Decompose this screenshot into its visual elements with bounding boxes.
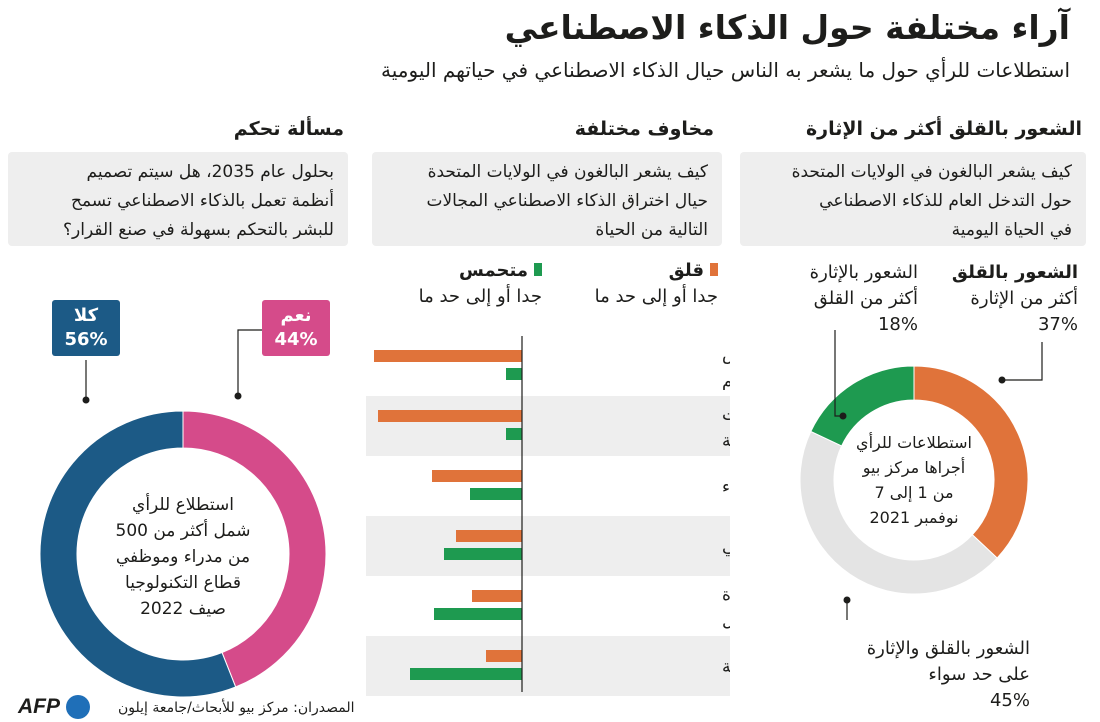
anxiety-center-line: من 1 إلى 7 (874, 483, 953, 503)
donut-slice-both (799, 430, 998, 595)
donut-slice-excited (810, 365, 915, 447)
fears-section-heading: مخاوف مختلفة (574, 118, 714, 140)
control-center-line: قطاع التكنولوجيا (125, 573, 241, 593)
bar-enthusiastic (470, 488, 522, 500)
legend-enthusiastic-title: متحمس (419, 258, 542, 284)
yes-leader-dot (234, 392, 242, 400)
fears-question-line: كيف يشعر البالغون في الولايات المتحدة (427, 162, 708, 182)
bar-worried (456, 530, 522, 542)
both-label-sub: على حد سواء (928, 664, 1030, 685)
bar-row-background (366, 516, 730, 576)
control-section-heading: مسألة تحكم (233, 118, 344, 140)
excited-label-sub: أكثر من القلق (813, 288, 918, 309)
control-question-line: للبشر بالتحكم بسهولة في صنع القرار؟ (63, 220, 334, 240)
anxious-leader-dot (998, 376, 1006, 384)
anxious-label: الشعور بالقلق أكثر من الإثارة 37% (952, 260, 1078, 338)
legend-worried-name: قلق (668, 260, 704, 281)
bar-category-label: في أماكن العمل (722, 609, 730, 631)
bar-worried (486, 650, 522, 662)
anxious-label-value: 37% (1037, 314, 1078, 335)
bar-category-label: معرفة أفكار الناس (722, 343, 730, 365)
bar-enthusiastic (434, 608, 522, 620)
afp-logo: AFP (18, 694, 90, 720)
anxiety-center-line: نوفمبر 2021 (869, 508, 958, 528)
anxiety-center-line: استطلاعات للرأي (856, 432, 972, 453)
anxious-label-sub: أكثر من الإثارة (970, 288, 1078, 309)
control-center-line: من مدراء وموظفي (116, 547, 250, 567)
anxious-label-title: الشعور بالقلق (951, 262, 1078, 283)
fears-question-box: كيف يشعر البالغون في الولايات المتحدة حي… (372, 152, 722, 246)
legend-worried-title: قلق (595, 258, 718, 284)
source-note: المصدران: مركز بيو للأبحاث/جامعة إيلون (118, 700, 355, 716)
no-badge-value: 56% (64, 329, 108, 350)
anxiety-question-box: كيف يشعر البالغون في الولايات المتحدة حو… (740, 152, 1086, 246)
donut-slice-anxious (913, 365, 1029, 559)
bar-row-background (366, 636, 730, 696)
bar-category-label: القيام بالمهام المتكررة (722, 585, 730, 605)
legend-enthusiastic-sub: جدا أو إلى حد ما (418, 286, 542, 307)
both-label-title: الشعور بالقلق والإثارة (866, 638, 1030, 659)
bar-worried (378, 410, 522, 422)
no-badge: كلا 56% (52, 300, 120, 356)
fears-question-line: حيال اختراق الذكاء الاصطناعي المجالات (426, 191, 708, 211)
excited-label: الشعور بالإثارة أكثر من القلق 18% (810, 260, 918, 338)
control-donut-chart: استطلاع للرأي شمل أكثر من 500 من مدراء و… (40, 329, 327, 698)
donut-slice-no (40, 410, 237, 698)
bar-category-label: حياتية مهمة (722, 431, 730, 451)
fears-bar-chart: معرفة أفكار الناس وسلوكياتهم اتخاذ قرارات ح… (366, 336, 730, 696)
legend-enthusiastic: متحمس جدا أو إلى حد ما (419, 258, 542, 310)
afp-logo-circle-icon (66, 695, 90, 719)
control-center-line: استطلاع للرأي (132, 493, 234, 515)
yes-leader-line (237, 329, 262, 396)
excited-label-title: الشعور بالإثارة (809, 262, 918, 283)
both-leader-dot (843, 596, 851, 604)
control-question-line: أنظمة تعمل بالذكاء الاصطناعي تسمح (71, 191, 334, 211)
both-label-value: 45% (989, 690, 1030, 711)
bar-worried (432, 470, 522, 482)
fears-question-line: التالية من الحياة (595, 220, 708, 240)
page-subtitle: استطلاعات للرأي حول ما يشعر به الناس حيا… (381, 58, 1070, 82)
bar-category-label: القيام بالأعمال المنزلية (722, 656, 730, 677)
bar-category-label: وسلوكياتهم (722, 371, 730, 391)
no-badge-label: كلا (73, 305, 99, 326)
anxiety-donut-chart: استطلاعات للرأي أجراها مركز بيو من 1 إلى… (799, 330, 1043, 620)
anxiety-question-line: كيف يشعر البالغون في الولايات المتحدة (791, 162, 1072, 182)
anxiety-center-line: أجراها مركز بيو (862, 457, 965, 478)
page-title: آراء مختلفة حول الذكاء الاصطناعي (504, 8, 1070, 47)
control-question-line: بحلول عام 2035، هل سيتم تصميم (86, 162, 335, 182)
anxiety-section-heading: الشعور بالقلق أكثر من الإثارة (805, 118, 1082, 140)
anxiety-question-line: حول التدخل العام للذكاء الاصطناعي (819, 191, 1072, 211)
legend-enthusiastic-swatch (534, 263, 542, 276)
yes-badge-label: نعم (280, 305, 312, 326)
no-leader-dot (82, 396, 90, 404)
legend-worried-sub: جدا أو إلى حد ما (594, 286, 718, 307)
bar-enthusiastic (444, 548, 522, 560)
excited-label-value: 18% (877, 314, 918, 335)
anxiety-question-line: في الحياة اليومية (951, 220, 1072, 240)
bar-category-label: اتخاذ قرارات (722, 405, 730, 425)
control-center-line: شمل أكثر من 500 (116, 519, 251, 541)
bar-enthusiastic (506, 368, 522, 380)
donut-slice-yes (182, 410, 327, 688)
legend-enthusiastic-name: متحمس (459, 260, 528, 281)
bar-enthusiastic (506, 428, 522, 440)
bar-worried (374, 350, 522, 362)
excited-leader-dot (839, 412, 847, 420)
yes-badge: نعم 44% (262, 300, 330, 356)
legend-worried: قلق جدا أو إلى حد ما (595, 258, 718, 310)
bar-category-label: مكالمات خدمة العملاء (722, 477, 730, 497)
control-question-box: بحلول عام 2035، هل سيتم تصميم أنظمة تعمل… (8, 152, 348, 246)
legend-worried-swatch (710, 263, 718, 276)
both-label: الشعور بالقلق والإثارة على حد سواء 45% (867, 636, 1030, 714)
bar-row-background (366, 396, 730, 456)
bar-enthusiastic (410, 668, 522, 680)
control-center-line: صيف 2022 (140, 599, 226, 619)
bar-category-label: التشخيص الطبي (722, 537, 730, 557)
yes-badge-value: 44% (274, 329, 318, 350)
afp-logo-text: AFP (18, 695, 60, 718)
bar-worried (472, 590, 522, 602)
anxious-leader-line (1002, 342, 1043, 381)
